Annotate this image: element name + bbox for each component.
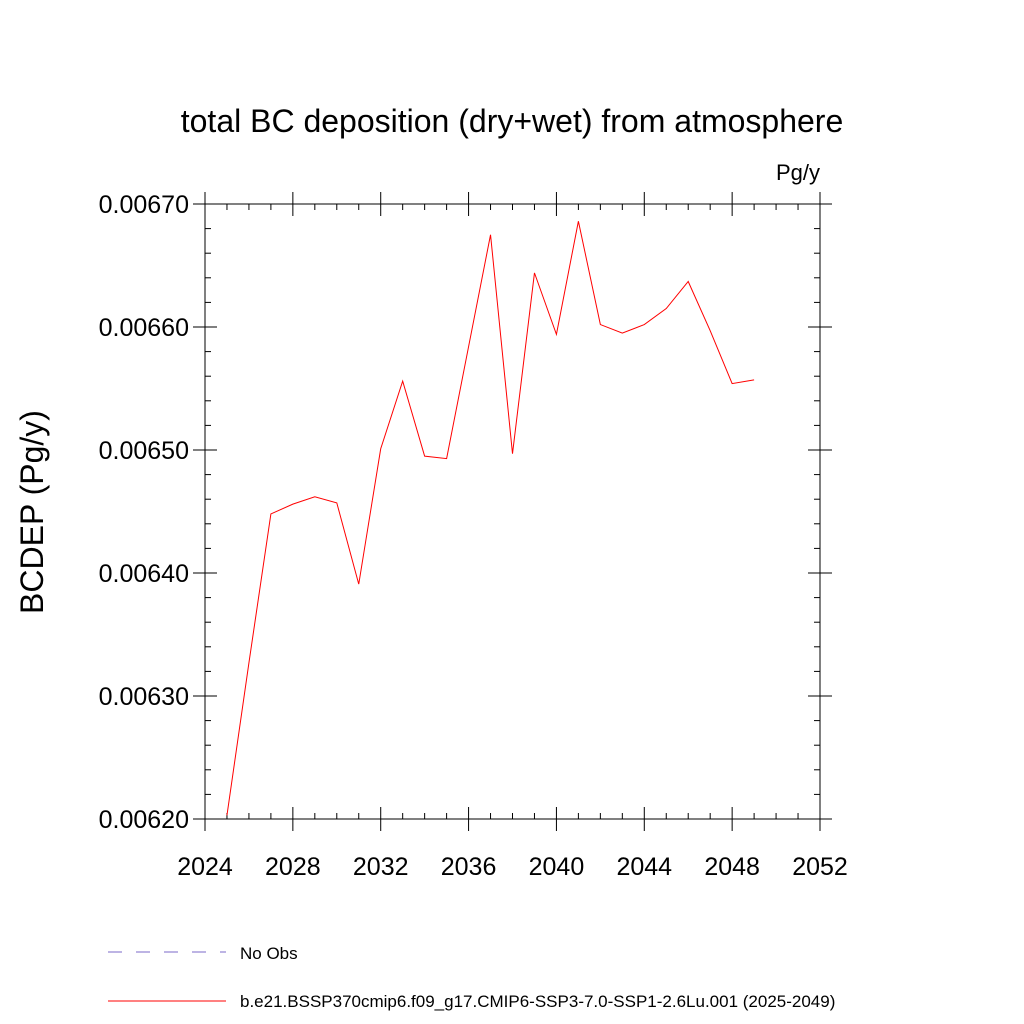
x-tick-label: 2040 — [529, 853, 585, 881]
series-layer — [226, 221, 755, 816]
x-tick-label: 2036 — [441, 853, 497, 881]
y-tick-label: 0.00640 — [99, 560, 189, 588]
y-tick-label: 0.00670 — [99, 191, 189, 219]
x-tick-label: 2032 — [353, 853, 409, 881]
plot-frame — [204, 203, 821, 820]
x-tick-label: 2028 — [265, 853, 321, 881]
tick-labels: 2024 2028 2032 2036 2040 2044 2048 2052 0.00620 0… — [99, 191, 848, 881]
y-axis-label: BCDEP (Pg/y) — [14, 410, 50, 614]
x-tick-label: 2024 — [177, 853, 233, 881]
chart-title: total BC deposition (dry+wet) from atmos… — [181, 103, 844, 139]
y-tick-label: 0.00650 — [99, 437, 189, 465]
x-tick-label: 2048 — [704, 853, 760, 881]
series-line-0 — [226, 221, 755, 816]
y-tick-label: 0.00630 — [99, 683, 189, 711]
y-tick-label: 0.00620 — [99, 806, 189, 834]
units-label: Pg/y — [776, 160, 820, 185]
axis-ticks — [193, 192, 832, 831]
y-tick-label: 0.00660 — [99, 314, 189, 342]
legend: No Obs b.e21.BSSP370cmip6.f09_g17.CMIP6-… — [108, 944, 835, 1011]
x-tick-label: 2052 — [792, 853, 848, 881]
x-tick-label: 2044 — [616, 853, 672, 881]
legend-label-no-obs: No Obs — [240, 944, 298, 963]
legend-label-run: b.e21.BSSP370cmip6.f09_g17.CMIP6-SSP3-7.… — [240, 992, 835, 1011]
